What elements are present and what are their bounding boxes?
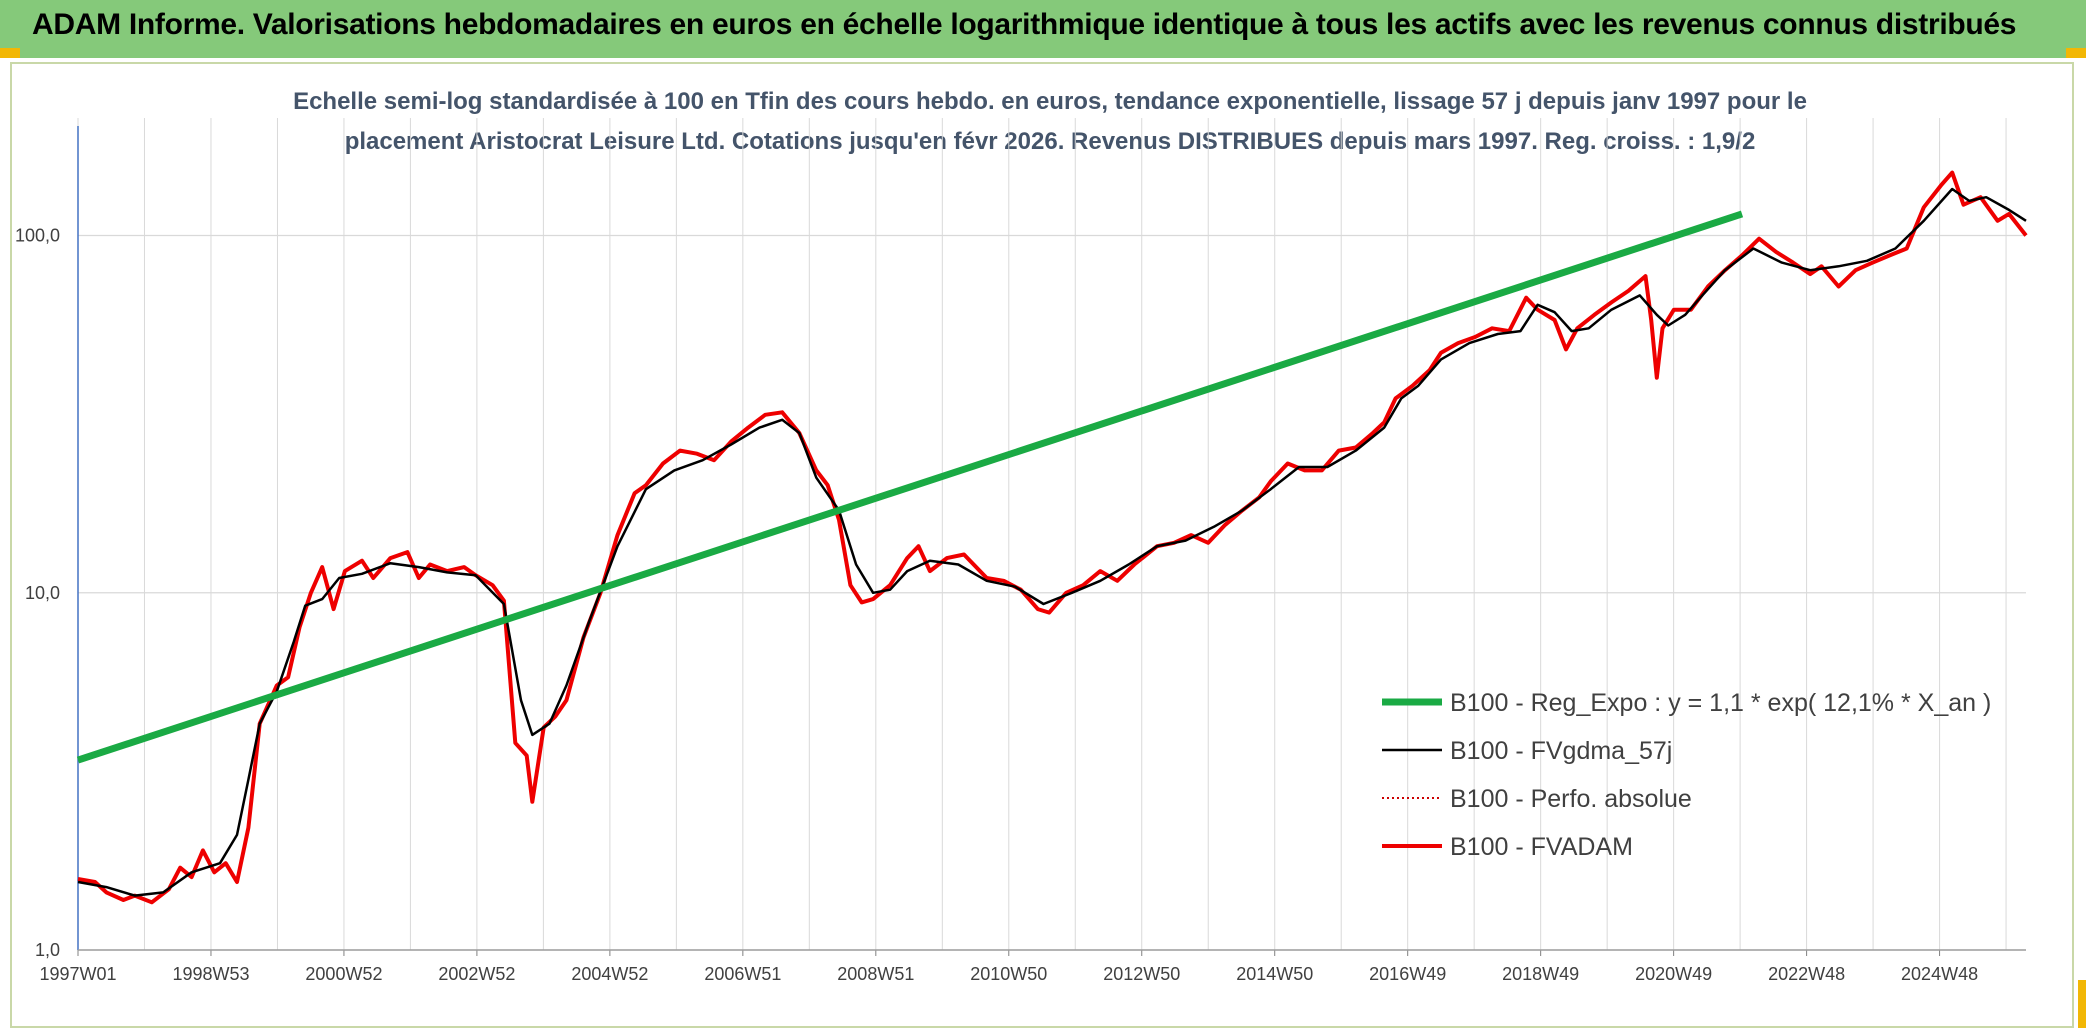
x-tick-label: 2018W49 (1502, 964, 1579, 984)
chart-series (76, 170, 2028, 905)
chart-subtitle-line-2: placement Aristocrat Leisure Ltd. Cotati… (344, 128, 1756, 155)
series-line-thick-red (77, 170, 2028, 905)
x-tick-label: 2024W48 (1901, 964, 1978, 984)
x-tick-label: 2012W50 (1103, 964, 1180, 984)
series-line-thick-green (76, 210, 1744, 764)
report-header: ADAM Informe. Valorisations hebdomadaire… (0, 0, 2086, 58)
x-tick-label: 1998W53 (172, 964, 249, 984)
x-tick-label: 2016W49 (1369, 964, 1446, 984)
x-tick-label: 1997W01 (39, 964, 116, 984)
report-title: ADAM Informe. Valorisations hebdomadaire… (32, 8, 2017, 41)
legend-label: B100 - Reg_Expo : y = 1,1 * exp( 12,1% *… (1450, 689, 1991, 717)
x-tick-label: 2008W51 (837, 964, 914, 984)
y-tick-label: 10,0 (25, 583, 60, 603)
chart-grid (77, 118, 2026, 951)
x-tick-label: 2014W50 (1236, 964, 1313, 984)
x-tick-label: 2010W50 (970, 964, 1047, 984)
legend-label: B100 - FVgdma_57j (1450, 737, 1672, 765)
y-tick-label: 1,0 (35, 940, 60, 960)
series-line-thin-black (77, 187, 2027, 897)
x-tick-label: 2020W49 (1635, 964, 1712, 984)
corner-mark-left (0, 48, 20, 58)
legend-label: B100 - Perfo. absolue (1450, 785, 1692, 813)
chart-axes (77, 126, 2026, 956)
chart-frame (10, 62, 2074, 1028)
x-tick-label: 2022W48 (1768, 964, 1845, 984)
x-tick-label: 2006W51 (704, 964, 781, 984)
x-tick-label: 2000W52 (305, 964, 382, 984)
chart-subtitle-line-1: Echelle semi-log standardisée à 100 en T… (293, 88, 1807, 115)
y-tick-label: 100,0 (15, 226, 60, 246)
x-tick-label: 2004W52 (571, 964, 648, 984)
corner-mark-bottom-right (2078, 980, 2086, 1028)
chart-tick-labels: 1,0 10,0 100,0 1997W01 1998W53 2000W52 2002W52… (15, 226, 1978, 984)
chart-legend: B100 - Reg_Expo : y = 1,1 * exp( 12,1% *… (1382, 689, 1991, 861)
x-tick-label: 2002W52 (438, 964, 515, 984)
legend-label: B100 - FVADAM (1450, 833, 1633, 861)
corner-mark-right (2066, 48, 2086, 58)
